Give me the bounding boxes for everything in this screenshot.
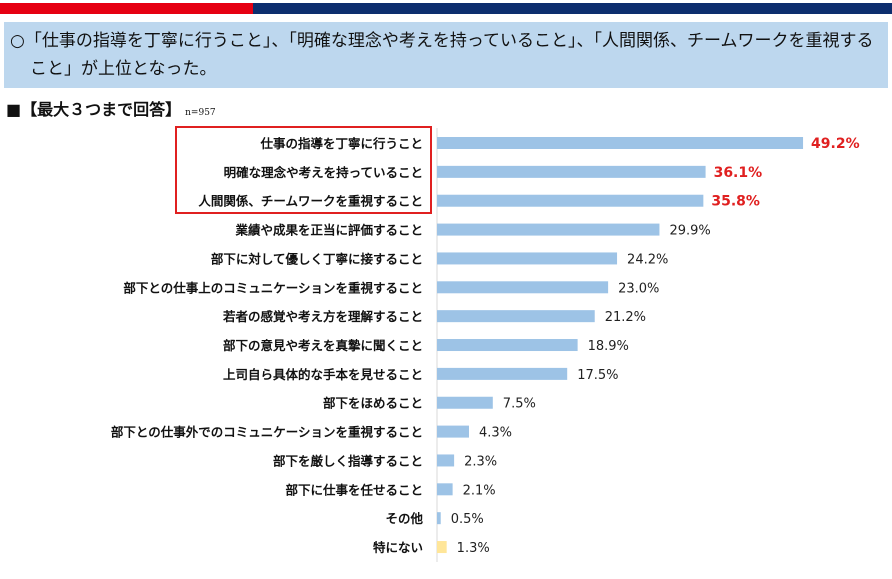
bar — [437, 512, 441, 525]
value-label: 29.9% — [669, 224, 710, 239]
category-label: 明確な理念や考えを持っていること — [224, 165, 423, 180]
bar — [437, 425, 469, 438]
category-label: 部下に仕事を任せること — [285, 482, 423, 497]
category-label: 部下に対して優しく丁寧に接すること — [211, 251, 423, 266]
category-label: 人間関係、チームワークを重視すること — [198, 194, 423, 209]
value-label: 36.1% — [714, 165, 763, 181]
bar — [437, 165, 706, 178]
value-label: 49.2% — [811, 136, 860, 152]
value-label: 21.2% — [605, 310, 646, 325]
summary-text: ○「仕事の指導を丁寧に行うこと」、「明確な理念や考えを持っていること」、「人間関… — [10, 31, 874, 79]
summary-box: ○「仕事の指導を丁寧に行うこと」、「明確な理念や考えを持っていること」、「人間関… — [4, 22, 888, 88]
bar — [437, 281, 609, 294]
category-label: 部下の意見や考えを真摯に聞くこと — [223, 338, 423, 353]
bar — [437, 339, 578, 352]
value-label: 17.5% — [577, 368, 618, 383]
bar — [437, 541, 447, 554]
highlight-box — [175, 126, 432, 214]
bar — [437, 396, 493, 409]
bar — [437, 483, 453, 496]
bar — [437, 367, 568, 380]
category-label: 部下との仕事上のコミュニケーションを重視すること — [123, 280, 423, 295]
value-label: 2.3% — [464, 454, 497, 469]
category-label: 部下を厳しく指導すること — [273, 453, 423, 468]
sample-size: n=957 — [185, 108, 216, 118]
category-label: 上司自ら具体的な手本を見せること — [223, 367, 423, 382]
category-label: 仕事の指導を丁寧に行うこと — [259, 136, 423, 151]
value-label: 4.3% — [479, 426, 512, 441]
category-label: その他 — [385, 511, 423, 526]
category-label: 業績や成果を正当に評価すること — [234, 223, 423, 238]
subheading: ■【最大３つまで回答】 n=957 — [6, 96, 216, 120]
value-label: 7.5% — [503, 397, 536, 412]
top-band-red — [0, 3, 253, 14]
category-label: 部下との仕事外でのコミュニケーションを重視すること — [111, 425, 423, 440]
value-label: 2.1% — [463, 483, 496, 498]
category-label: 若者の感覚や考え方を理解すること — [222, 309, 423, 324]
value-label: 23.0% — [618, 281, 659, 296]
value-label: 24.2% — [627, 252, 668, 267]
bar — [437, 137, 804, 149]
subheading-text: ■【最大３つまで回答】 — [6, 100, 182, 119]
bar — [437, 310, 595, 323]
bar — [437, 252, 618, 265]
value-label: 1.3% — [457, 541, 490, 556]
category-label: 特にない — [373, 540, 423, 555]
bar — [437, 454, 455, 467]
bar — [437, 223, 660, 236]
category-label: 部下をほめること — [323, 396, 423, 411]
value-label: 35.8% — [711, 194, 760, 210]
value-label: 18.9% — [588, 339, 629, 354]
bar — [437, 194, 704, 207]
top-band-navy — [253, 3, 892, 14]
value-label: 0.5% — [451, 512, 484, 527]
